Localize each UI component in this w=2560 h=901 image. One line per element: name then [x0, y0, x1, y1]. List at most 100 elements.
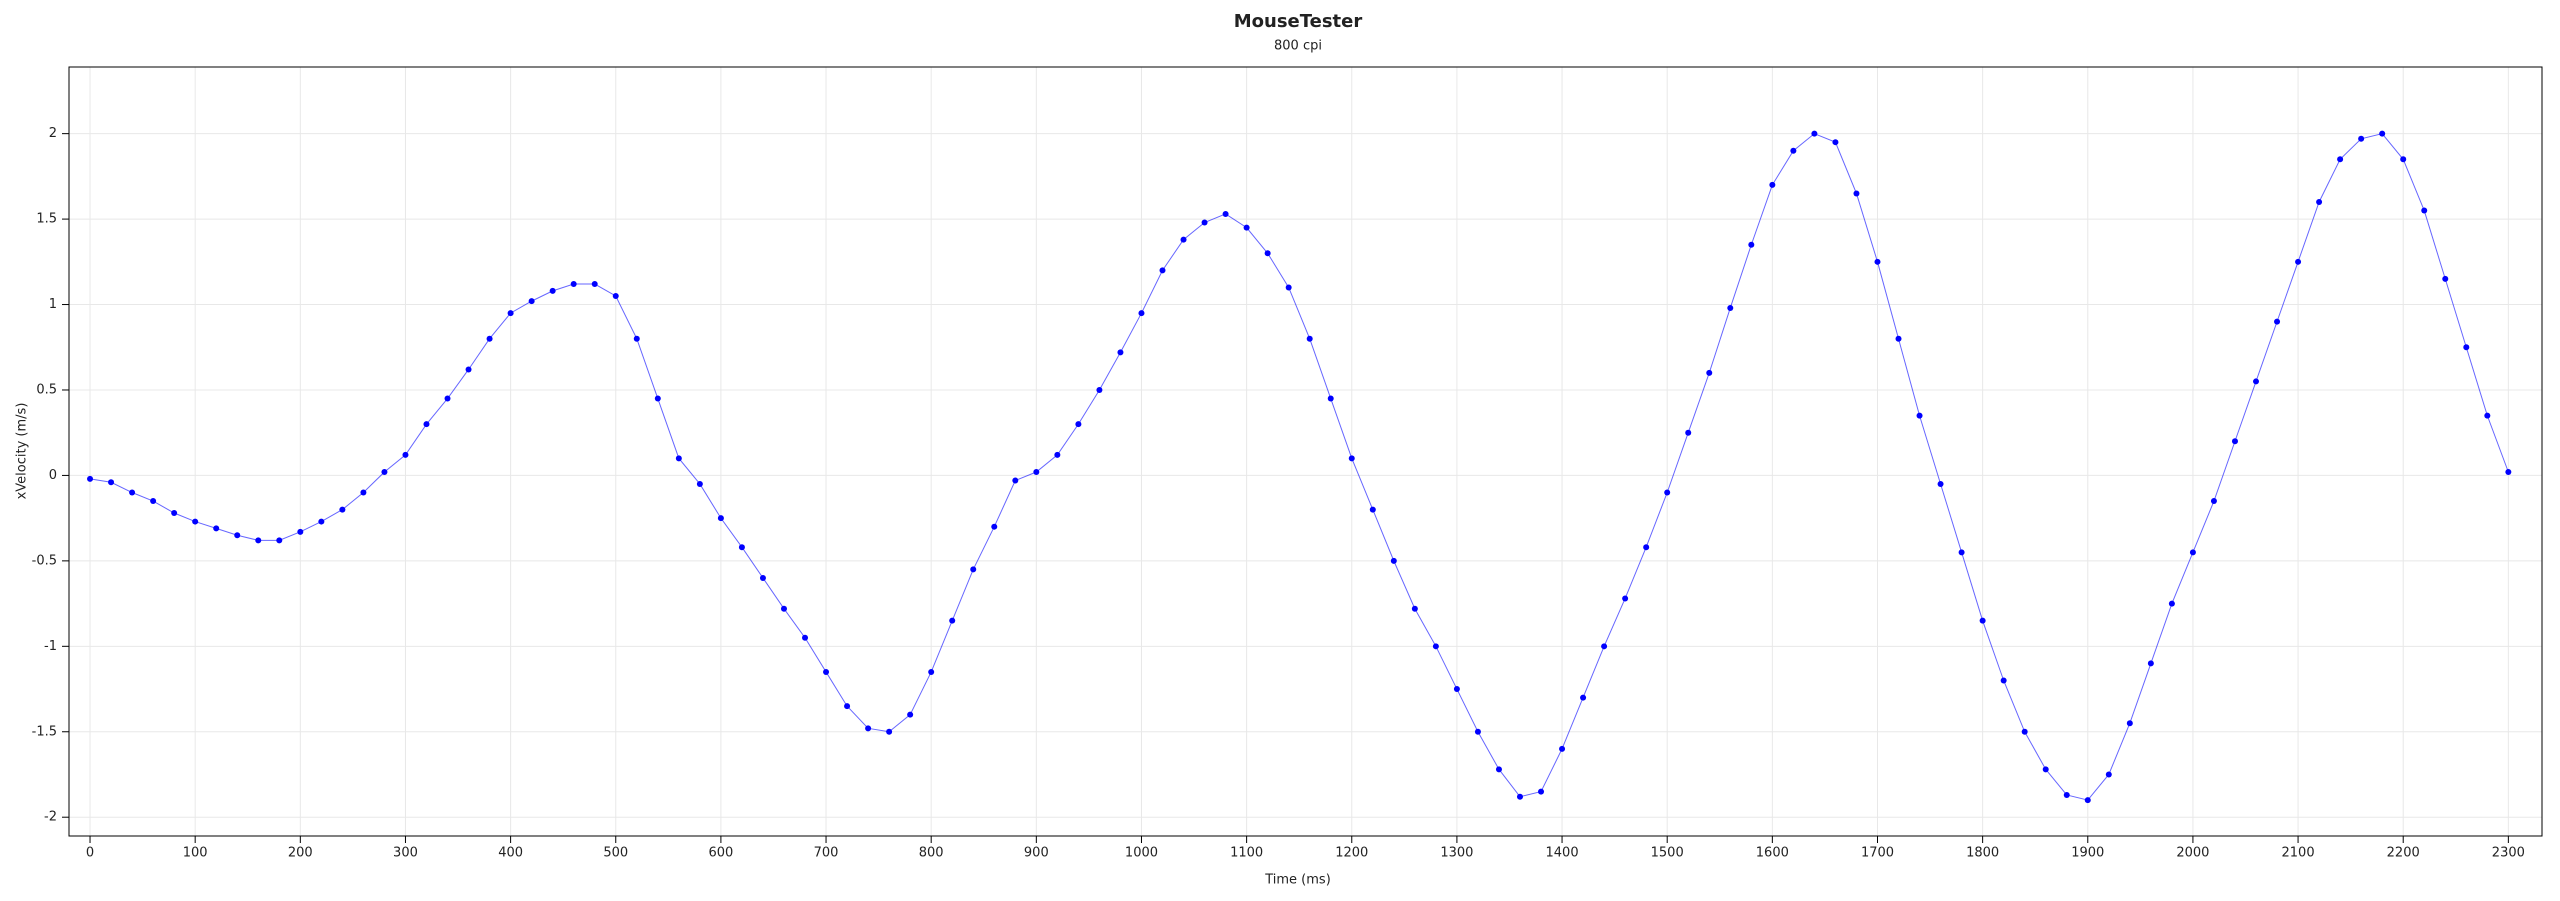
point	[318, 518, 325, 525]
point	[759, 574, 766, 581]
point	[465, 366, 472, 373]
series-line	[89, 133, 2509, 801]
point	[2442, 275, 2449, 282]
y-tick-label: 2	[49, 126, 57, 141]
point	[1895, 335, 1902, 342]
point	[1516, 793, 1523, 800]
point	[2000, 677, 2007, 684]
y-tick-label: -2	[44, 810, 57, 825]
point	[2295, 258, 2302, 265]
point	[2505, 469, 2512, 476]
point	[2021, 728, 2028, 735]
point	[381, 469, 388, 476]
point	[802, 634, 809, 641]
point	[360, 489, 367, 496]
point	[150, 498, 157, 505]
point	[486, 335, 493, 342]
x-tick-label: 500	[603, 846, 628, 861]
point	[1979, 617, 1986, 624]
point	[1348, 455, 1355, 462]
point	[1916, 412, 1923, 419]
point	[171, 510, 178, 517]
point	[738, 544, 745, 551]
point	[297, 528, 304, 535]
point	[970, 566, 977, 573]
point	[2400, 156, 2407, 163]
point	[1706, 369, 1713, 376]
point	[339, 506, 346, 513]
x-tick-label: 1600	[1756, 846, 1789, 861]
x-tick-label: 2300	[2492, 846, 2525, 861]
point	[2379, 130, 2386, 137]
point	[2147, 660, 2154, 667]
x-tick-label: 2100	[2282, 846, 2315, 861]
x-tick-label: 1100	[1230, 846, 1263, 861]
x-tick-label: 2000	[2176, 846, 2209, 861]
point	[1958, 549, 1965, 556]
point	[1075, 421, 1082, 428]
point	[1411, 605, 1418, 612]
x-tick-label: 100	[183, 846, 208, 861]
point	[1474, 728, 1481, 735]
point	[928, 668, 935, 675]
x-tick-label: 1300	[1440, 846, 1473, 861]
y-tick-label: -1	[44, 639, 57, 654]
point	[2316, 199, 2323, 206]
y-axis-label: xVelocity (m/s)	[15, 403, 30, 500]
point	[2084, 797, 2091, 804]
point	[2484, 412, 2491, 419]
point	[1222, 210, 1229, 217]
x-tick-label: 1500	[1651, 846, 1684, 861]
point	[1264, 250, 1271, 257]
point	[2042, 766, 2049, 773]
point	[1243, 224, 1250, 231]
x-tick-label: 1700	[1861, 846, 1894, 861]
x-tick-label: 1200	[1335, 846, 1368, 861]
y-tick-label: 0.5	[36, 382, 57, 397]
point	[549, 287, 556, 294]
point	[1054, 451, 1061, 458]
point	[2105, 771, 2112, 778]
x-tick-label: 2200	[2387, 846, 2420, 861]
point	[675, 455, 682, 462]
point	[1748, 241, 1755, 248]
point	[1937, 480, 1944, 487]
x-tick-label: 0	[86, 846, 94, 861]
point	[1117, 349, 1124, 356]
plot-frame	[68, 66, 2543, 837]
point	[528, 298, 535, 305]
point	[1559, 745, 1566, 752]
point	[1580, 694, 1587, 701]
point	[1874, 258, 1881, 265]
x-tick-label: 1000	[1125, 846, 1158, 861]
point	[423, 421, 430, 428]
point	[1853, 190, 1860, 197]
y-tick-label: -1.5	[32, 724, 57, 739]
point	[444, 395, 451, 402]
point	[402, 451, 409, 458]
x-tick-label: 900	[1024, 846, 1049, 861]
point	[633, 335, 640, 342]
point	[2421, 207, 2428, 214]
point	[129, 489, 136, 496]
point	[1327, 395, 1334, 402]
y-tick-label: 1	[49, 297, 57, 312]
x-tick-label: 300	[393, 846, 418, 861]
x-tick-label: 700	[814, 846, 839, 861]
x-tick-label: 400	[498, 846, 523, 861]
point	[1453, 686, 1460, 693]
point	[591, 281, 598, 288]
point	[1622, 595, 1629, 602]
point	[570, 281, 577, 288]
point	[213, 525, 220, 532]
point	[2189, 549, 2196, 556]
y-tick-label: -0.5	[32, 553, 57, 568]
point	[1306, 335, 1313, 342]
point	[87, 475, 94, 482]
point	[696, 480, 703, 487]
point	[654, 395, 661, 402]
point	[612, 292, 619, 299]
point	[1390, 557, 1397, 564]
